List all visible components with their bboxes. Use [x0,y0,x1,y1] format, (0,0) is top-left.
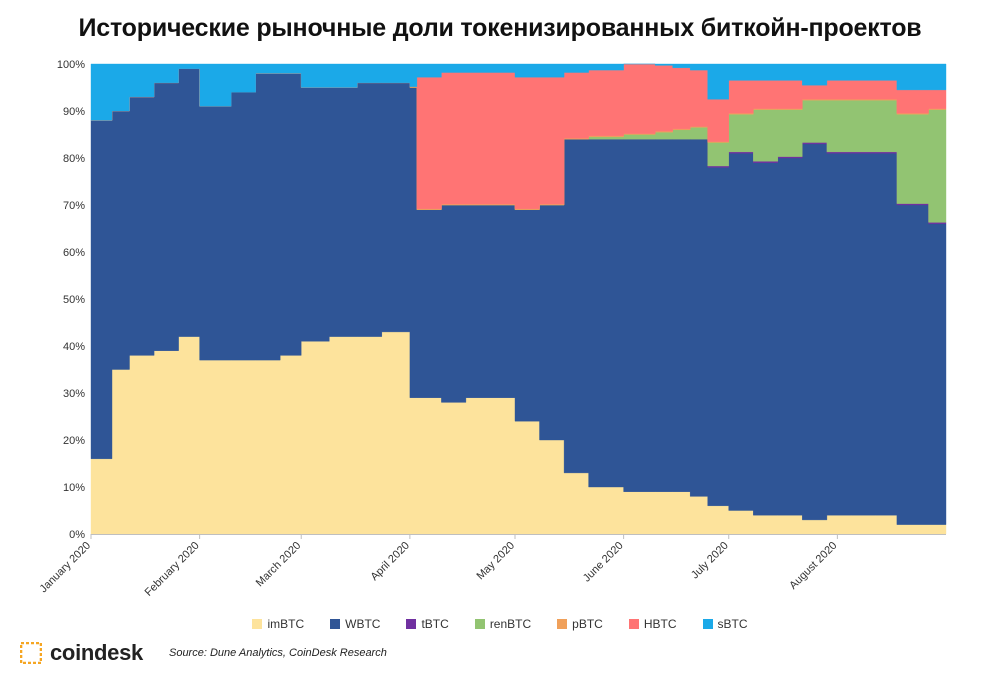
legend-item-imbtc: imBTC [252,617,304,631]
legend-label: imBTC [267,617,305,631]
x-tick-label: July 2020 [689,540,731,582]
y-tick-label: 80% [63,153,85,165]
y-axis: 0% 10% 20% 30% 40% 50% 60% 70% 80% 90% 100% [57,59,85,541]
y-tick-label: 10% [63,482,85,494]
legend-swatch [252,619,263,629]
y-tick-label: 50% [63,294,85,306]
footer: coindesk Source: Dune Analytics, CoinDes… [20,640,387,666]
y-tick-label: 30% [63,388,85,400]
chart: 0% 10% 20% 30% 40% 50% 60% 70% 80% 90% 100% Januar… [37,59,947,599]
y-tick-label: 0% [69,529,85,541]
y-tick-label: 90% [63,106,85,118]
x-tick-label: April 2020 [368,540,412,584]
x-tick-label: May 2020 [474,540,517,583]
legend-swatch [406,619,417,629]
x-tick-label: February 2020 [143,540,202,599]
legend-label: renBTC [489,617,532,631]
legend-label: WBTC [345,617,381,631]
x-tick-label: August 2020 [787,540,839,592]
legend: imBTC WBTC tBTC renBTC pBTC HBTC sBTC [0,617,1000,631]
legend-label: sBTC [717,617,748,631]
area-series-group [90,63,947,535]
legend-label: pBTC [572,617,603,631]
legend-swatch [330,619,341,629]
legend-swatch [557,619,568,629]
legend-label: tBTC [421,617,449,631]
legend-swatch [628,619,639,629]
source-note: Source: Dune Analytics, CoinDesk Researc… [168,647,387,659]
y-tick-label: 20% [63,435,85,447]
x-tick-label: March 2020 [254,540,304,590]
y-tick-label: 70% [63,200,85,212]
legend-swatch [702,619,713,629]
legend-swatch [474,619,485,629]
legend-item-sbtc: sBTC [702,617,748,631]
x-tick-label: June 2020 [581,540,626,585]
legend-item-tbtc: tBTC [406,617,449,631]
y-tick-label: 100% [57,59,85,71]
chart-title: Исторические рыночные доли токенизирован… [78,14,922,42]
legend-item-hbtc: HBTC [628,617,677,631]
y-tick-label: 40% [63,341,85,353]
brand-name: coindesk [50,640,143,665]
legend-item-renbtc: renBTC [474,617,532,631]
x-axis: January 2020 February 2020 March 2020 April… [37,534,839,599]
coindesk-logo-icon [20,642,42,664]
y-tick-label: 60% [63,247,85,259]
x-tick-label: January 2020 [37,540,93,596]
legend-label: HBTC [643,617,677,631]
legend-item-wbtc: WBTC [330,617,380,631]
area-sbtc [90,63,947,121]
legend-item-pbtc: pBTC [557,617,603,631]
